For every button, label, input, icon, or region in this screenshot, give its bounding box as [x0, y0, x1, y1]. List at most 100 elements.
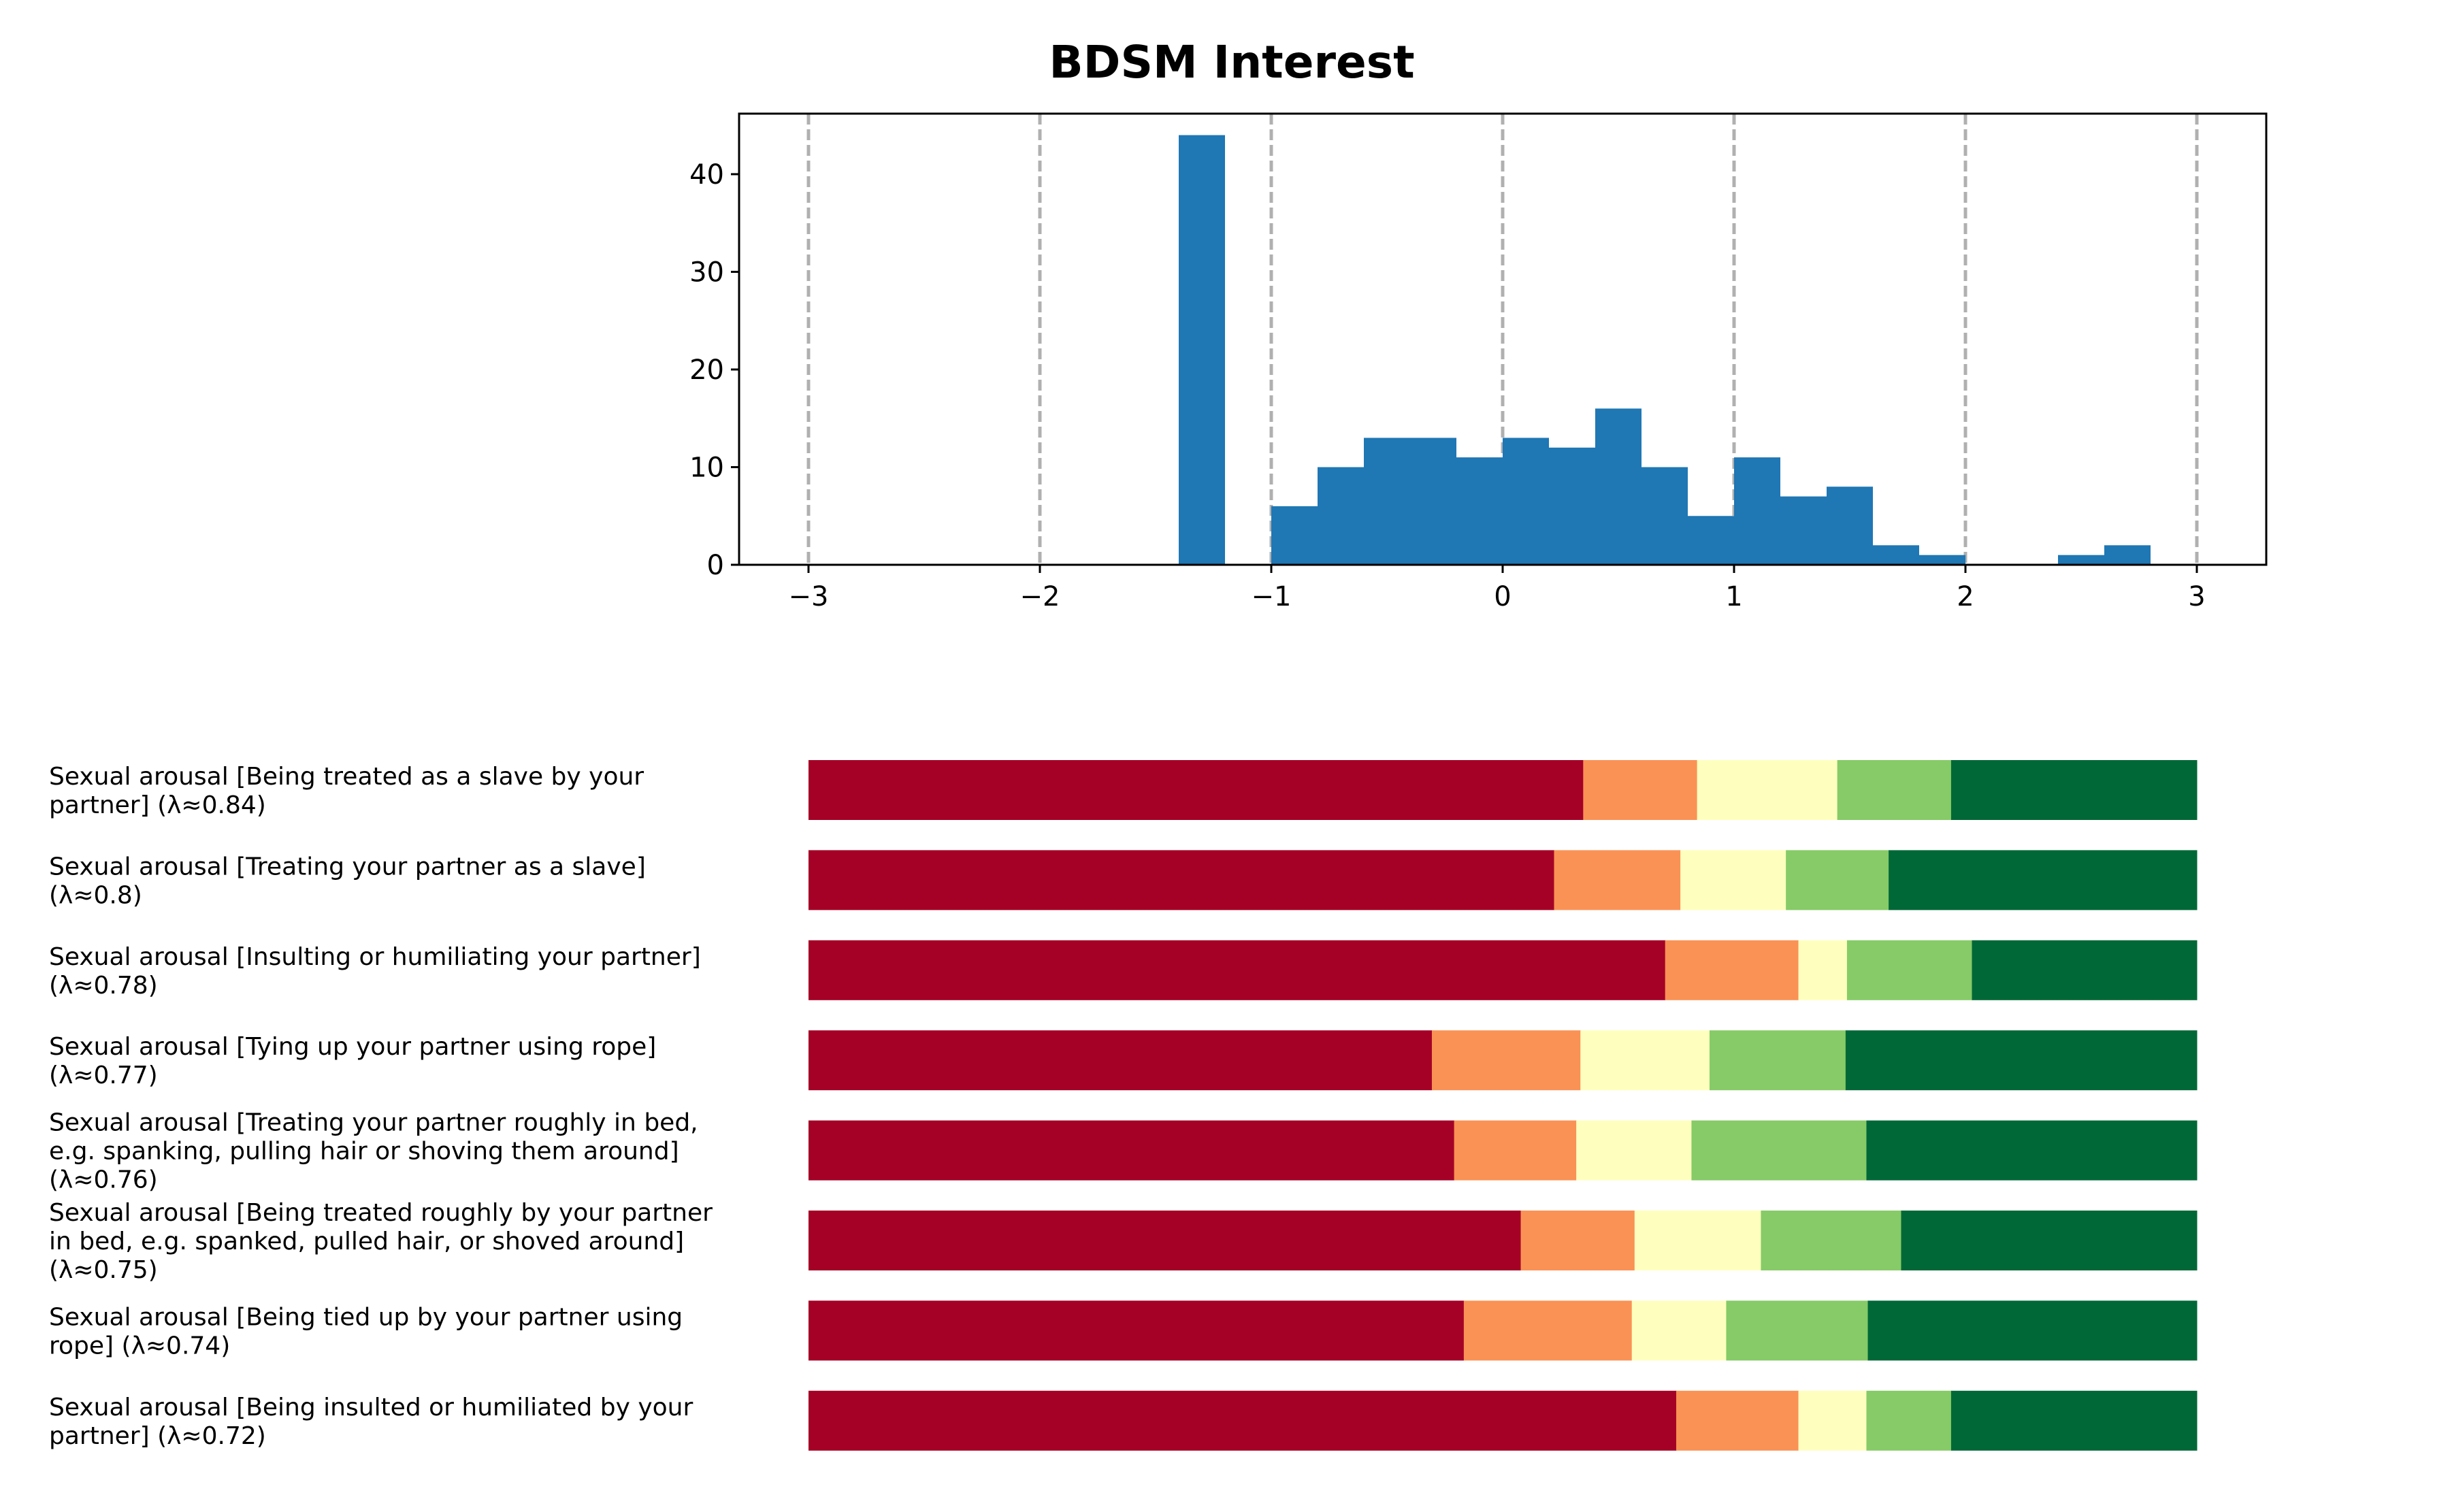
bar-segment — [1889, 850, 2198, 910]
stacked-bar-row — [808, 1120, 2198, 1181]
histogram-bar — [1271, 506, 1318, 565]
x-tick-label: −3 — [789, 581, 829, 612]
row-label-line: Sexual arousal [Being tied up by your pa… — [49, 1303, 683, 1331]
row-label-line: (λ≈0.76) — [49, 1166, 158, 1194]
row-label-line: rope] (λ≈0.74) — [49, 1332, 230, 1360]
row-label-line: (λ≈0.8) — [49, 881, 142, 909]
row-label-line: partner] (λ≈0.84) — [49, 791, 266, 819]
bar-segment — [1798, 940, 1848, 1000]
histogram-x-axis: −3 −2 −1 0 1 2 3 — [789, 565, 2206, 612]
bar-segment — [1709, 1030, 1846, 1091]
row-label-line: Sexual arousal [Tying up your partner us… — [49, 1033, 656, 1061]
row-label-line: Sexual arousal [Treating your partner as… — [49, 853, 646, 881]
stacked-bar-row — [808, 1390, 2198, 1451]
stacked-bar-panel: Sexual arousal [Being treated as a slave… — [49, 760, 2198, 1451]
histogram-bar — [1410, 438, 1456, 565]
stacked-bar-row — [808, 760, 2198, 820]
histogram-bar — [1827, 487, 1873, 565]
row-label: Sexual arousal [Being insulted or humili… — [49, 1394, 693, 1450]
x-tick-label: 0 — [1494, 581, 1511, 612]
row-label: Sexual arousal [Tying up your partner us… — [49, 1033, 656, 1089]
row-label-line: Sexual arousal [Being insulted or humili… — [49, 1394, 693, 1421]
bar-segment — [1634, 1211, 1761, 1270]
stacked-bar-row — [808, 1030, 2198, 1091]
row-label-line: e.g. spanking, pulling hair or shoving t… — [49, 1138, 679, 1166]
row-label-line: Sexual arousal [Insulting or humiliating… — [49, 943, 701, 971]
histogram-bar — [1595, 408, 1642, 565]
bar-segment — [808, 850, 1554, 910]
bar-segment — [1580, 1030, 1710, 1091]
bar-segment — [1665, 940, 1799, 1000]
bar-segment — [1520, 1211, 1635, 1270]
bar-segment — [1680, 850, 1786, 910]
bar-segment — [1837, 760, 1952, 820]
row-label: Sexual arousal [Treating your partner as… — [49, 853, 646, 909]
bar-segment — [1845, 1030, 2198, 1091]
row-label-line: Sexual arousal [Treating your partner ro… — [49, 1109, 698, 1137]
stacked-bar-row — [808, 940, 2198, 1000]
row-labels: Sexual arousal [Being treated as a slave… — [49, 763, 713, 1450]
bar-segment — [1576, 1120, 1692, 1181]
row-label-line: partner] (λ≈0.72) — [49, 1422, 266, 1450]
x-tick-label: −1 — [1252, 581, 1292, 612]
histogram-bars — [1179, 135, 2151, 565]
histogram-bar — [1503, 438, 1549, 565]
x-tick-label: 1 — [1725, 581, 1742, 612]
histogram-bar — [1688, 516, 1734, 565]
row-label-line: (λ≈0.78) — [49, 972, 158, 1000]
y-tick-label: 40 — [689, 159, 724, 191]
histogram-panel: BDSM Interest −3 −2 −1 0 1 2 3 0 10 20 30 40 — [689, 36, 2268, 612]
bar-segment — [1454, 1120, 1577, 1181]
bar-segment — [1631, 1300, 1727, 1361]
histogram-bar — [1456, 457, 1503, 565]
bar-segment — [808, 1030, 1433, 1091]
row-label-line: Sexual arousal [Being treated roughly by… — [49, 1199, 713, 1227]
row-label-line: in bed, e.g. spanked, pulled hair, or sh… — [49, 1228, 684, 1255]
bar-segment — [1798, 1390, 1867, 1451]
row-label-line: Sexual arousal [Being treated as a slave… — [49, 763, 644, 791]
histogram-bar — [1873, 545, 1919, 565]
row-label: Sexual arousal [Being treated roughly by… — [49, 1199, 713, 1284]
histogram-bar — [1364, 438, 1410, 565]
chart-title: BDSM Interest — [1049, 36, 1414, 88]
histogram-bar — [1549, 447, 1595, 565]
bar-segment — [1431, 1030, 1581, 1091]
stacked-bar-row — [808, 850, 2198, 910]
stacked-bar-row — [808, 1300, 2198, 1361]
bar-segment — [1676, 1390, 1799, 1451]
bar-segment — [1866, 1120, 2198, 1181]
histogram-bar — [1919, 555, 1965, 565]
histogram-bar — [2104, 545, 2151, 565]
bar-segment — [1901, 1211, 2198, 1270]
bar-segment — [1867, 1300, 2198, 1361]
bar-segment — [1691, 1120, 1867, 1181]
bar-segment — [1726, 1300, 1869, 1361]
histogram-bar — [2058, 555, 2104, 565]
bar-segment — [1761, 1211, 1901, 1270]
histogram-bar — [1642, 467, 1688, 565]
y-tick-label: 20 — [689, 355, 724, 386]
stacked-bars — [808, 760, 2198, 1451]
bar-segment — [1463, 1300, 1633, 1361]
bar-segment — [1554, 850, 1681, 910]
x-tick-label: −2 — [1020, 581, 1060, 612]
x-tick-label: 2 — [1957, 581, 1974, 612]
histogram-bar — [1318, 467, 1364, 565]
y-tick-label: 30 — [689, 257, 724, 288]
bar-segment — [1846, 940, 1973, 1000]
y-tick-label: 0 — [707, 550, 724, 581]
x-tick-label: 3 — [2188, 581, 2205, 612]
y-tick-label: 10 — [689, 452, 724, 483]
histogram-bar — [1780, 496, 1827, 565]
bar-segment — [808, 1300, 1465, 1361]
row-label: Sexual arousal [Being tied up by your pa… — [49, 1303, 683, 1360]
row-label: Sexual arousal [Insulting or humiliating… — [49, 943, 701, 1000]
bar-segment — [808, 1390, 1677, 1451]
bar-segment — [808, 940, 1666, 1000]
row-label-line: (λ≈0.75) — [49, 1256, 158, 1284]
bar-segment — [1583, 760, 1698, 820]
bar-segment — [1697, 760, 1838, 820]
bar-segment — [1972, 940, 2198, 1000]
row-label: Sexual arousal [Treating your partner ro… — [49, 1109, 698, 1194]
